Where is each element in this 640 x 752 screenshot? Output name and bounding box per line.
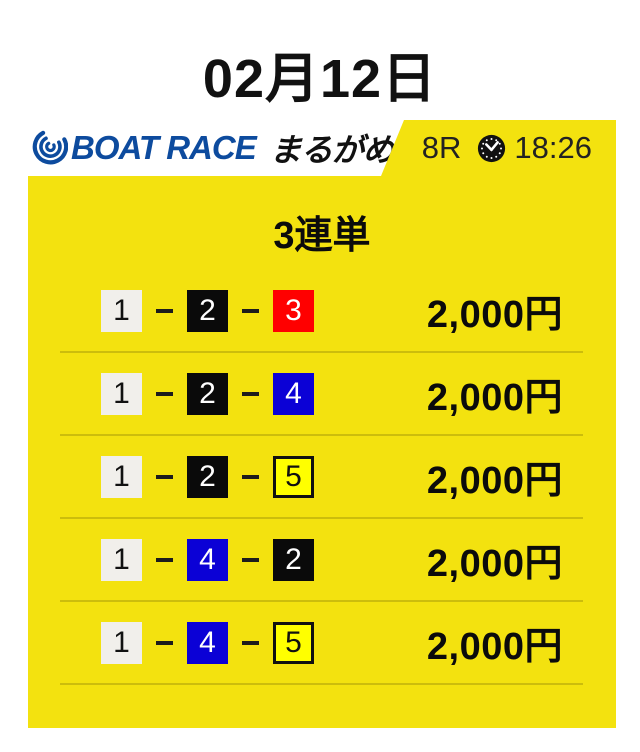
bet-row: 1 2 5 2,000円 bbox=[60, 436, 583, 519]
dash-separator bbox=[156, 640, 173, 645]
boat-number-2: 2 bbox=[187, 372, 228, 415]
boat-number-5: 5 bbox=[273, 621, 314, 664]
bet-row: 1 2 3 2,000円 bbox=[60, 270, 583, 353]
boat-number-2: 2 bbox=[187, 455, 228, 498]
bet-amount: 2,000円 bbox=[426, 377, 563, 419]
bet-type-title: 3連単 bbox=[273, 215, 371, 257]
boat-number-2: 2 bbox=[273, 538, 314, 581]
boat-number-4: 4 bbox=[187, 621, 228, 664]
clock-icon bbox=[477, 134, 506, 163]
card-header: BOAT RACE まるがめ 8R bbox=[28, 120, 616, 176]
bet-rows-list: 1 2 3 2,000円 1 2 4 2,000円 1 2 5 2,000円 1 4 2 2,0… bbox=[60, 270, 583, 685]
boat-number-2: 2 bbox=[187, 289, 228, 332]
dash-separator bbox=[242, 640, 259, 645]
dash-separator bbox=[156, 391, 173, 396]
boat-number-1: 1 bbox=[101, 455, 142, 498]
bet-row: 1 2 4 2,000円 bbox=[60, 353, 583, 436]
combination: 1 4 5 bbox=[101, 621, 314, 664]
combination: 1 2 4 bbox=[101, 372, 314, 415]
dash-separator bbox=[242, 391, 259, 396]
bet-amount: 2,000円 bbox=[426, 626, 563, 668]
bet-amount: 2,000円 bbox=[426, 294, 563, 336]
brand-area: BOAT RACE まるがめ bbox=[28, 120, 404, 176]
dash-separator bbox=[242, 474, 259, 479]
boatrace-swirl-icon bbox=[30, 129, 68, 167]
bet-row: 1 4 2 2,000円 bbox=[60, 519, 583, 602]
bet-row: 1 4 5 2,000円 bbox=[60, 602, 583, 685]
boat-number-5: 5 bbox=[273, 455, 314, 498]
bet-ticket-card: BOAT RACE まるがめ 8R bbox=[28, 120, 616, 728]
brand-logo-text: BOAT RACE bbox=[71, 129, 256, 166]
dash-separator bbox=[156, 557, 173, 562]
dash-separator bbox=[156, 308, 173, 313]
combination: 1 2 3 bbox=[101, 289, 314, 332]
venue-name: まるがめ bbox=[269, 132, 394, 168]
race-time: 18:26 bbox=[514, 130, 592, 165]
boat-number-1: 1 bbox=[101, 621, 142, 664]
dash-separator bbox=[156, 474, 173, 479]
boat-number-1: 1 bbox=[101, 289, 142, 332]
boat-number-1: 1 bbox=[101, 372, 142, 415]
bet-amount: 2,000円 bbox=[426, 543, 563, 585]
boat-number-4: 4 bbox=[187, 538, 228, 581]
bet-amount: 2,000円 bbox=[426, 460, 563, 502]
race-info: 8R bbox=[422, 120, 592, 176]
combination: 1 4 2 bbox=[101, 538, 314, 581]
combination: 1 2 5 bbox=[101, 455, 314, 498]
race-number: 8R bbox=[421, 130, 462, 165]
date-title: 02月12日 bbox=[202, 49, 438, 109]
boat-number-4: 4 bbox=[273, 372, 314, 415]
dash-separator bbox=[242, 308, 259, 313]
dash-separator bbox=[242, 557, 259, 562]
boat-number-1: 1 bbox=[101, 538, 142, 581]
boat-number-3: 3 bbox=[273, 289, 314, 332]
